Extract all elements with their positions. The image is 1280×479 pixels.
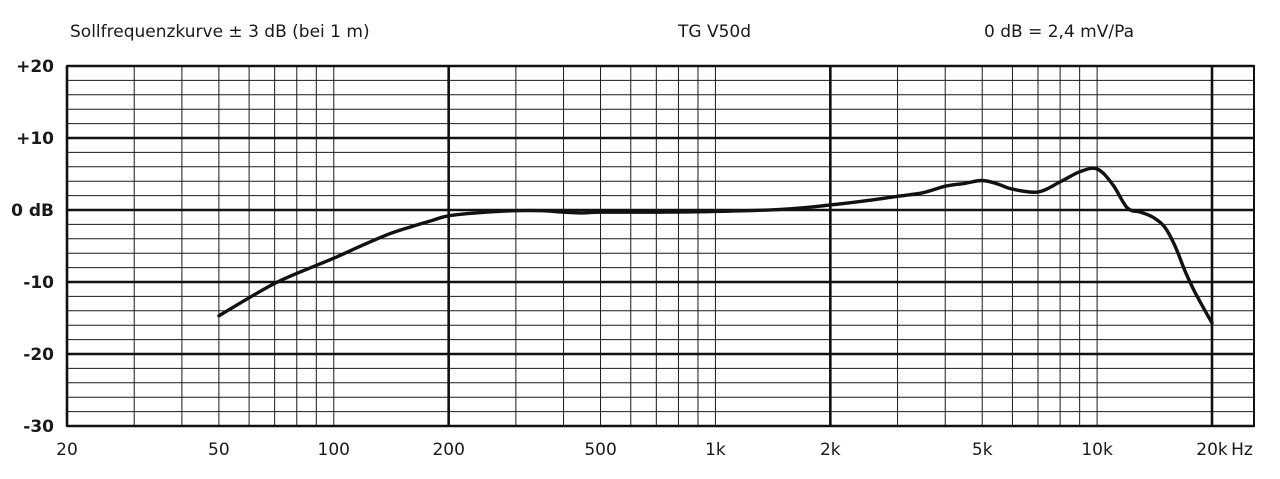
x-tick-label: 20 (56, 440, 78, 460)
x-tick-label: 5k (972, 440, 993, 460)
x-tick-label: 200 (432, 440, 464, 460)
chart-subtitle: Sollfrequenzkurve ± 3 dB (bei 1 m) (70, 22, 370, 42)
minor-grid (66, 66, 1254, 426)
plot-frame (66, 65, 1255, 427)
y-tick-label: +20 (16, 57, 54, 77)
x-tick-label: 20k (1196, 440, 1228, 460)
sensitivity-reference: 0 dB = 2,4 mV/Pa (984, 22, 1134, 42)
x-tick-label: 500 (584, 440, 616, 460)
x-unit-label: Hz (1231, 440, 1253, 460)
y-tick-label: -10 (23, 273, 54, 293)
series-layer (217, 166, 1214, 325)
y-tick-label: 0 dB (11, 201, 54, 221)
chart-title: TG V50d (678, 22, 752, 42)
y-tick-label: -30 (23, 417, 54, 437)
x-tick-label: 2k (820, 440, 841, 460)
y-tick-label: -20 (23, 345, 54, 365)
x-tick-label: 10k (1081, 440, 1113, 460)
y-tick-label: +10 (16, 129, 54, 149)
major-grid (65, 64, 1255, 428)
x-tick-label: 100 (318, 440, 350, 460)
frequency-response-line (217, 166, 1214, 325)
x-tick-label: 50 (208, 440, 230, 460)
x-tick-label: 1k (705, 440, 726, 460)
